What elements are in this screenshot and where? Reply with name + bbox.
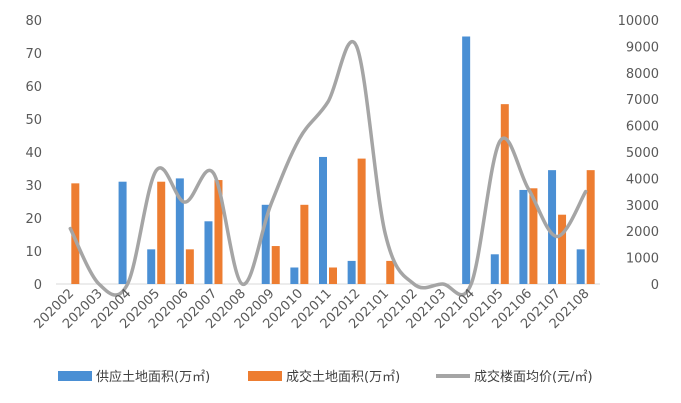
right-y-tick-label: 1000 (626, 252, 659, 267)
supply-area-bar (290, 267, 299, 284)
transaction-area-bar (500, 104, 509, 285)
supply-area-bar (576, 249, 585, 284)
legend: 供应土地面积(万㎡) 成交土地面积(万㎡) 成交楼面均价(元/㎡) (58, 369, 593, 385)
supply-area-bar (175, 178, 184, 284)
right-y-tick-label: 3000 (626, 199, 659, 214)
legend-label: 成交土地面积(万㎡) (286, 369, 400, 385)
x-axis: 2020022020032020042020052020062020072020… (31, 286, 592, 332)
supply-area-bar (147, 249, 156, 284)
right-y-axis: 0 1000 2000 3000 4000 5000 6000 7000 8000 9000 100… (618, 14, 659, 293)
left-y-tick-label: 0 (34, 278, 42, 293)
supply-area-bar (519, 189, 528, 284)
supply-area-bar (548, 170, 557, 284)
left-y-tick-label: 20 (25, 212, 42, 227)
price-line-group (68, 40, 588, 297)
legend-swatch (248, 371, 282, 381)
left-y-tick-label: 60 (25, 80, 42, 95)
supply-area-bar (462, 36, 471, 284)
right-y-tick-label: 0 (651, 278, 659, 293)
right-y-tick-label: 8000 (626, 67, 659, 82)
right-y-tick-label: 6000 (626, 120, 659, 135)
supply-area-bar (261, 204, 270, 284)
right-y-tick-label: 4000 (626, 172, 659, 187)
transaction-area-bar (586, 170, 595, 284)
transaction-area-bar (271, 246, 280, 284)
legend-swatch (58, 371, 92, 381)
left-y-axis: 0 10 20 30 40 50 60 70 80 (25, 14, 42, 293)
supply-area-bar (319, 156, 327, 284)
avg-price-line (68, 40, 588, 297)
right-y-tick-label: 10000 (618, 14, 659, 29)
left-y-tick-label: 80 (25, 14, 42, 29)
bars-group (71, 36, 595, 285)
right-y-tick-label: 2000 (626, 225, 659, 240)
transaction-area-bar (386, 260, 395, 284)
left-y-tick-label: 10 (25, 245, 42, 260)
right-y-tick-label: 5000 (626, 146, 659, 161)
transaction-area-bar (529, 188, 538, 284)
supply-area-bar (118, 181, 127, 284)
supply-area-bar (347, 260, 356, 284)
supply-area-bar (204, 221, 213, 284)
transaction-area-bar (558, 214, 567, 284)
transaction-area-bar (357, 158, 366, 284)
transaction-area-bar (214, 180, 223, 284)
legend-label: 供应土地面积(万㎡) (96, 369, 210, 385)
left-y-tick-label: 40 (25, 146, 42, 161)
right-y-tick-label: 7000 (626, 93, 659, 108)
transaction-area-bar (157, 181, 166, 284)
supply-area-bar (490, 254, 499, 284)
left-y-tick-label: 50 (25, 113, 42, 128)
transaction-area-bar (71, 183, 80, 284)
left-y-tick-label: 30 (25, 179, 42, 194)
transaction-area-bar (185, 249, 194, 284)
left-y-tick-label: 70 (25, 47, 42, 62)
transaction-area-bar (300, 204, 309, 284)
transaction-area-bar (329, 267, 337, 284)
legend-label: 成交楼面均价(元/㎡) (474, 369, 593, 385)
right-y-tick-label: 9000 (626, 40, 659, 55)
